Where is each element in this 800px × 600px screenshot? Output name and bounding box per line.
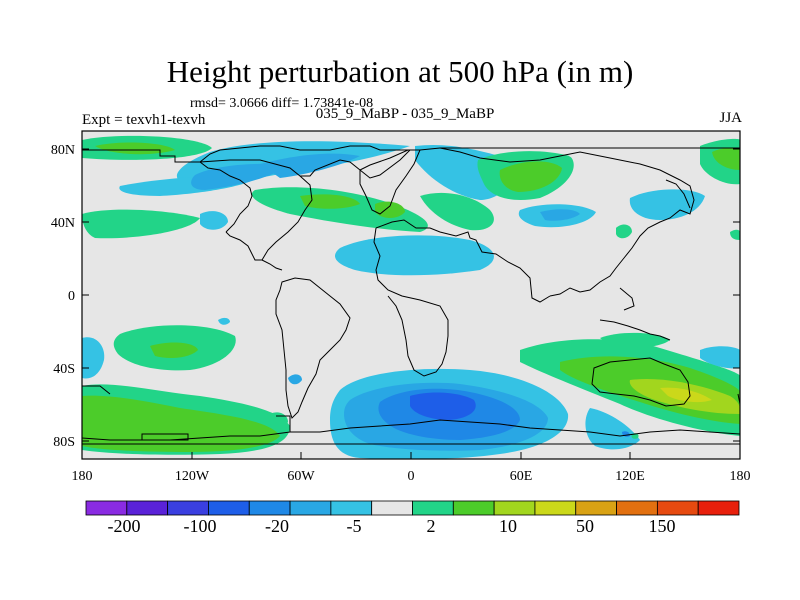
colorbar-label: 50	[576, 516, 594, 536]
lon-label: 180	[730, 469, 751, 484]
experiment-label: Expt = texvh1-texvh	[82, 112, 206, 128]
lat-label: 40S	[53, 362, 75, 377]
lon-label: 120W	[175, 469, 210, 484]
colorbar-box	[167, 500, 209, 516]
axis-ticks	[81, 148, 741, 459]
colorbar-box	[412, 500, 454, 516]
colorbar-box	[697, 500, 740, 516]
colorbar	[85, 500, 740, 516]
colorbar-box	[371, 500, 413, 516]
lon-label: 0	[408, 469, 415, 484]
colorbar-box	[85, 500, 128, 516]
colorbar-box	[575, 500, 617, 516]
subtitle-stats: rmsd= 3.0666 diff= 1.73841e-08	[190, 96, 374, 111]
map-title: Height perturbation at 500 hPa (in m)	[166, 54, 634, 89]
colorbar-label: -200	[108, 516, 141, 536]
contour-fields	[82, 135, 740, 459]
colorbar-label: -20	[265, 516, 289, 536]
season-label: JJA	[719, 110, 742, 126]
lat-label: 40N	[51, 216, 75, 231]
colorbar-box	[616, 500, 658, 516]
lon-label: 120E	[615, 469, 645, 484]
colorbar-box	[656, 500, 699, 516]
colorbar-label: -5	[347, 516, 362, 536]
colorbar-label: -100	[184, 516, 217, 536]
colorbar-box	[534, 500, 577, 516]
colorbar-box	[289, 500, 332, 516]
lon-label: 180	[72, 469, 93, 484]
lat-label: 80S	[53, 435, 75, 450]
lat-label: 80N	[51, 143, 75, 158]
colorbar-label: 10	[499, 516, 517, 536]
coastlines	[82, 145, 740, 445]
colorbar-box	[248, 500, 291, 516]
case-label: 035_9_MaBP - 035_9_MaBP	[315, 106, 495, 122]
colorbar-box	[330, 500, 373, 516]
colorbar-box	[493, 500, 536, 516]
lon-label: 60E	[510, 469, 533, 484]
lat-label: 0	[68, 289, 75, 304]
colorbar-label: 150	[649, 516, 676, 536]
lon-label: 60W	[287, 469, 315, 484]
colorbar-box	[452, 500, 495, 516]
colorbar-box	[208, 500, 250, 516]
colorbar-label: 2	[427, 516, 436, 536]
colorbar-box	[126, 500, 169, 516]
